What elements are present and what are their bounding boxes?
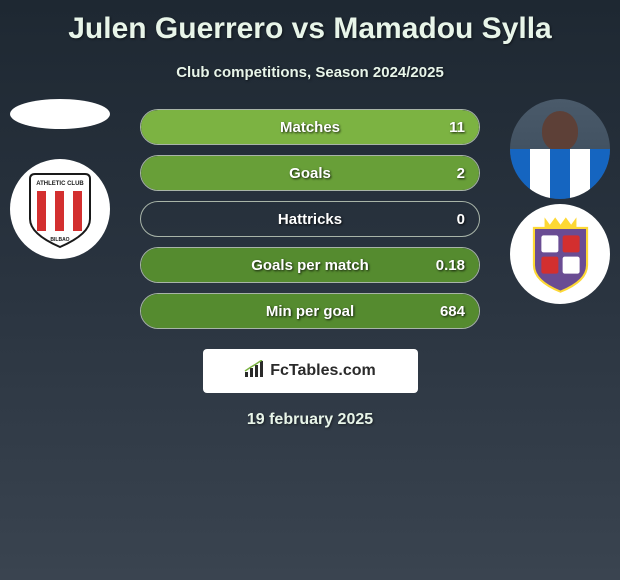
stat-row-goals: Goals 2 [140, 155, 480, 191]
right-player-column [510, 99, 610, 304]
date-text: 19 february 2025 [0, 411, 620, 429]
svg-text:ATHLETIC CLUB: ATHLETIC CLUB [36, 181, 84, 187]
stat-label: Min per goal [266, 303, 354, 320]
attribution-text: FcTables.com [270, 362, 376, 380]
page-title: Julen Guerrero vs Mamadou Sylla [0, 0, 620, 46]
stat-label: Hattricks [278, 211, 342, 228]
stats-list: Matches 11 Goals 2 Hattricks 0 Goals per… [140, 109, 480, 329]
stat-value: 2 [457, 165, 465, 182]
stat-label: Goals per match [251, 257, 369, 274]
player-jersey-icon [510, 149, 610, 199]
subtitle: Club competitions, Season 2024/2025 [0, 64, 620, 81]
svg-text:BILBAO: BILBAO [50, 237, 69, 243]
player-head-icon [542, 111, 578, 151]
stat-value: 11 [449, 119, 465, 136]
stat-label: Matches [280, 119, 340, 136]
stat-label: Goals [289, 165, 331, 182]
stat-value: 0.18 [436, 257, 465, 274]
right-player-avatar [510, 99, 610, 199]
comparison-content: ATHLETIC CLUB BILBAO [0, 109, 620, 429]
stat-row-goals-per-match: Goals per match 0.18 [140, 247, 480, 283]
chart-icon [244, 360, 266, 383]
stat-row-min-per-goal: Min per goal 684 [140, 293, 480, 329]
attribution-badge: FcTables.com [203, 349, 418, 393]
stat-row-hattricks: Hattricks 0 [140, 201, 480, 237]
athletic-club-badge-icon: ATHLETIC CLUB BILBAO [25, 169, 95, 249]
valladolid-badge-icon [518, 212, 603, 297]
stat-row-matches: Matches 11 [140, 109, 480, 145]
left-club-badge: ATHLETIC CLUB BILBAO [10, 159, 110, 259]
stat-value: 684 [440, 303, 465, 320]
left-player-avatar [10, 99, 110, 129]
stat-value: 0 [457, 211, 465, 228]
left-player-column: ATHLETIC CLUB BILBAO [10, 99, 110, 259]
right-club-badge [510, 204, 610, 304]
